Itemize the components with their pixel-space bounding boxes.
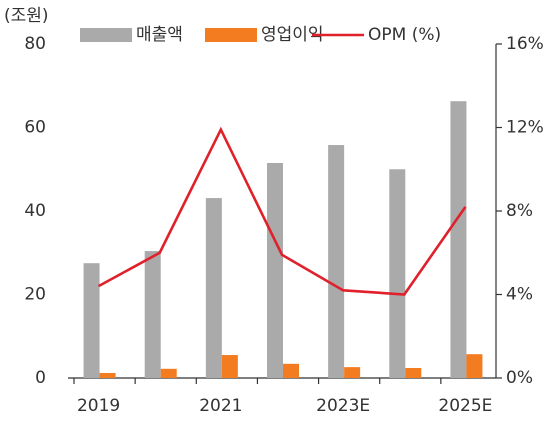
x-tick-label: 2025E bbox=[438, 396, 492, 416]
bar bbox=[328, 145, 345, 378]
x-tick-label: 2023E bbox=[316, 396, 370, 416]
bar bbox=[221, 355, 238, 378]
y2-tick-label: 8% bbox=[506, 201, 533, 221]
y2-tick-label: 16% bbox=[506, 34, 544, 54]
bar bbox=[405, 367, 422, 378]
bar bbox=[389, 169, 406, 378]
y-tick-label: 80 bbox=[24, 34, 46, 54]
legend-label: 영업이익 bbox=[261, 25, 324, 45]
y-tick-label: 60 bbox=[24, 118, 46, 138]
bar bbox=[344, 367, 361, 378]
bar bbox=[267, 162, 283, 378]
bar bbox=[205, 198, 222, 378]
y2-tick-label: 0% bbox=[506, 368, 533, 388]
bar bbox=[160, 368, 177, 378]
x-tick-label: 2021 bbox=[199, 396, 242, 416]
line bbox=[97, 126, 467, 296]
y-tick-label: 40 bbox=[24, 201, 46, 221]
legend-label: OPM (%) bbox=[368, 25, 441, 45]
y-tick-label: 20 bbox=[24, 285, 46, 305]
y2-tick-label: 4% bbox=[506, 285, 533, 305]
bar bbox=[450, 101, 467, 378]
bar bbox=[466, 354, 483, 378]
y-axis-label: (조원) bbox=[4, 6, 49, 26]
bar bbox=[99, 372, 116, 378]
y-tick-label: 0 bbox=[35, 368, 46, 388]
bar bbox=[83, 263, 100, 378]
bar bbox=[144, 251, 161, 378]
y2-tick-label: 12% bbox=[506, 118, 544, 138]
x-tick-label: 2019 bbox=[77, 396, 120, 416]
legend-swatch bbox=[205, 28, 257, 42]
legend-label: 매출액 bbox=[136, 25, 183, 45]
legend-swatch bbox=[80, 28, 132, 42]
bar bbox=[283, 363, 299, 378]
